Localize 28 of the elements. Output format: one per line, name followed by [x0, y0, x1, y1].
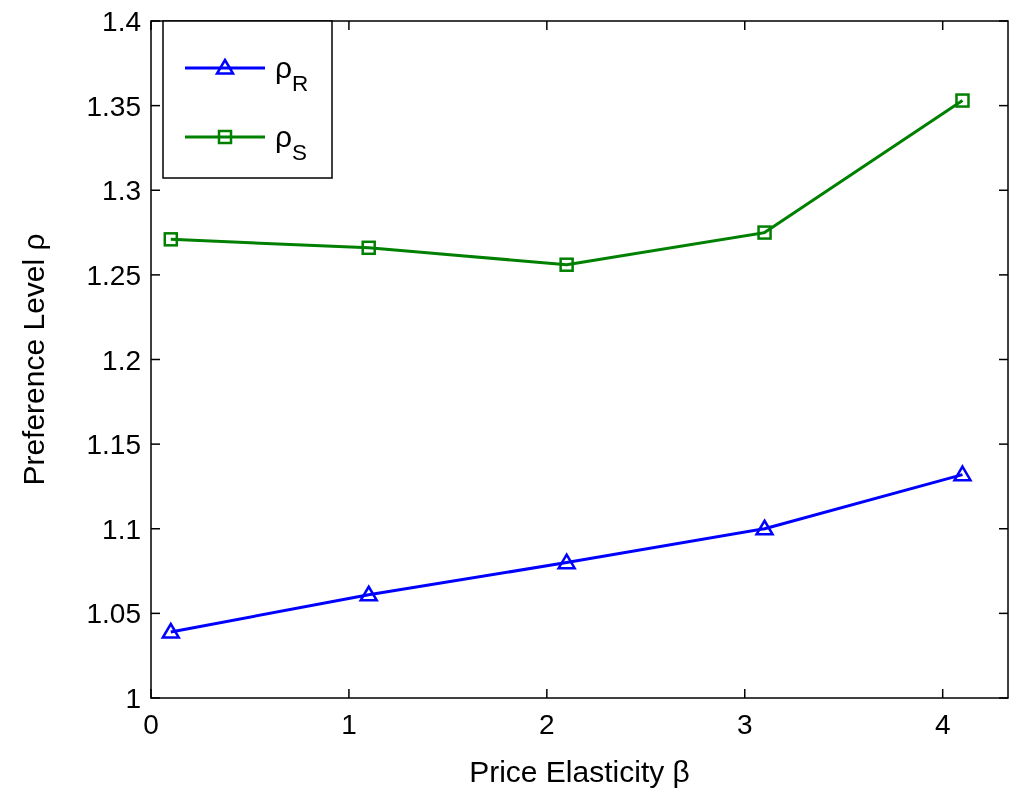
point	[361, 240, 376, 256]
y-tick-label: 1.2	[102, 344, 141, 376]
y-tick-label: 1	[125, 683, 141, 714]
point	[163, 232, 179, 247]
x-tick-label: 4	[934, 709, 951, 740]
x-tick-label: 2	[539, 709, 555, 740]
y-tick-label: 1.3	[102, 175, 141, 207]
y-axis-title: Preference Level ρ	[17, 233, 50, 486]
legend-label: ρ$_{R}$	[275, 51, 309, 96]
y-tick-label: 1.15	[86, 429, 141, 461]
point	[953, 465, 972, 482]
point	[757, 225, 772, 240]
y-tick-label: 1.05	[86, 598, 141, 630]
x-tick-label: 0	[143, 709, 159, 740]
point	[161, 622, 181, 639]
y-tick-label: 1.1	[102, 513, 141, 545]
x-axis-title: Price Elasticity β	[469, 755, 690, 788]
x-tick-label: 3	[736, 709, 753, 740]
point	[557, 553, 576, 570]
y-tick-label: 1.25	[86, 259, 141, 291]
y-tick-label: 1.4	[102, 6, 141, 37]
point	[755, 519, 774, 536]
point	[559, 257, 574, 272]
legend-label: ρ$_{S}$	[275, 120, 308, 165]
point	[955, 93, 970, 108]
point	[359, 585, 378, 602]
y-tick-label: 1.35	[86, 90, 141, 122]
x-tick-label: 1	[341, 709, 357, 740]
